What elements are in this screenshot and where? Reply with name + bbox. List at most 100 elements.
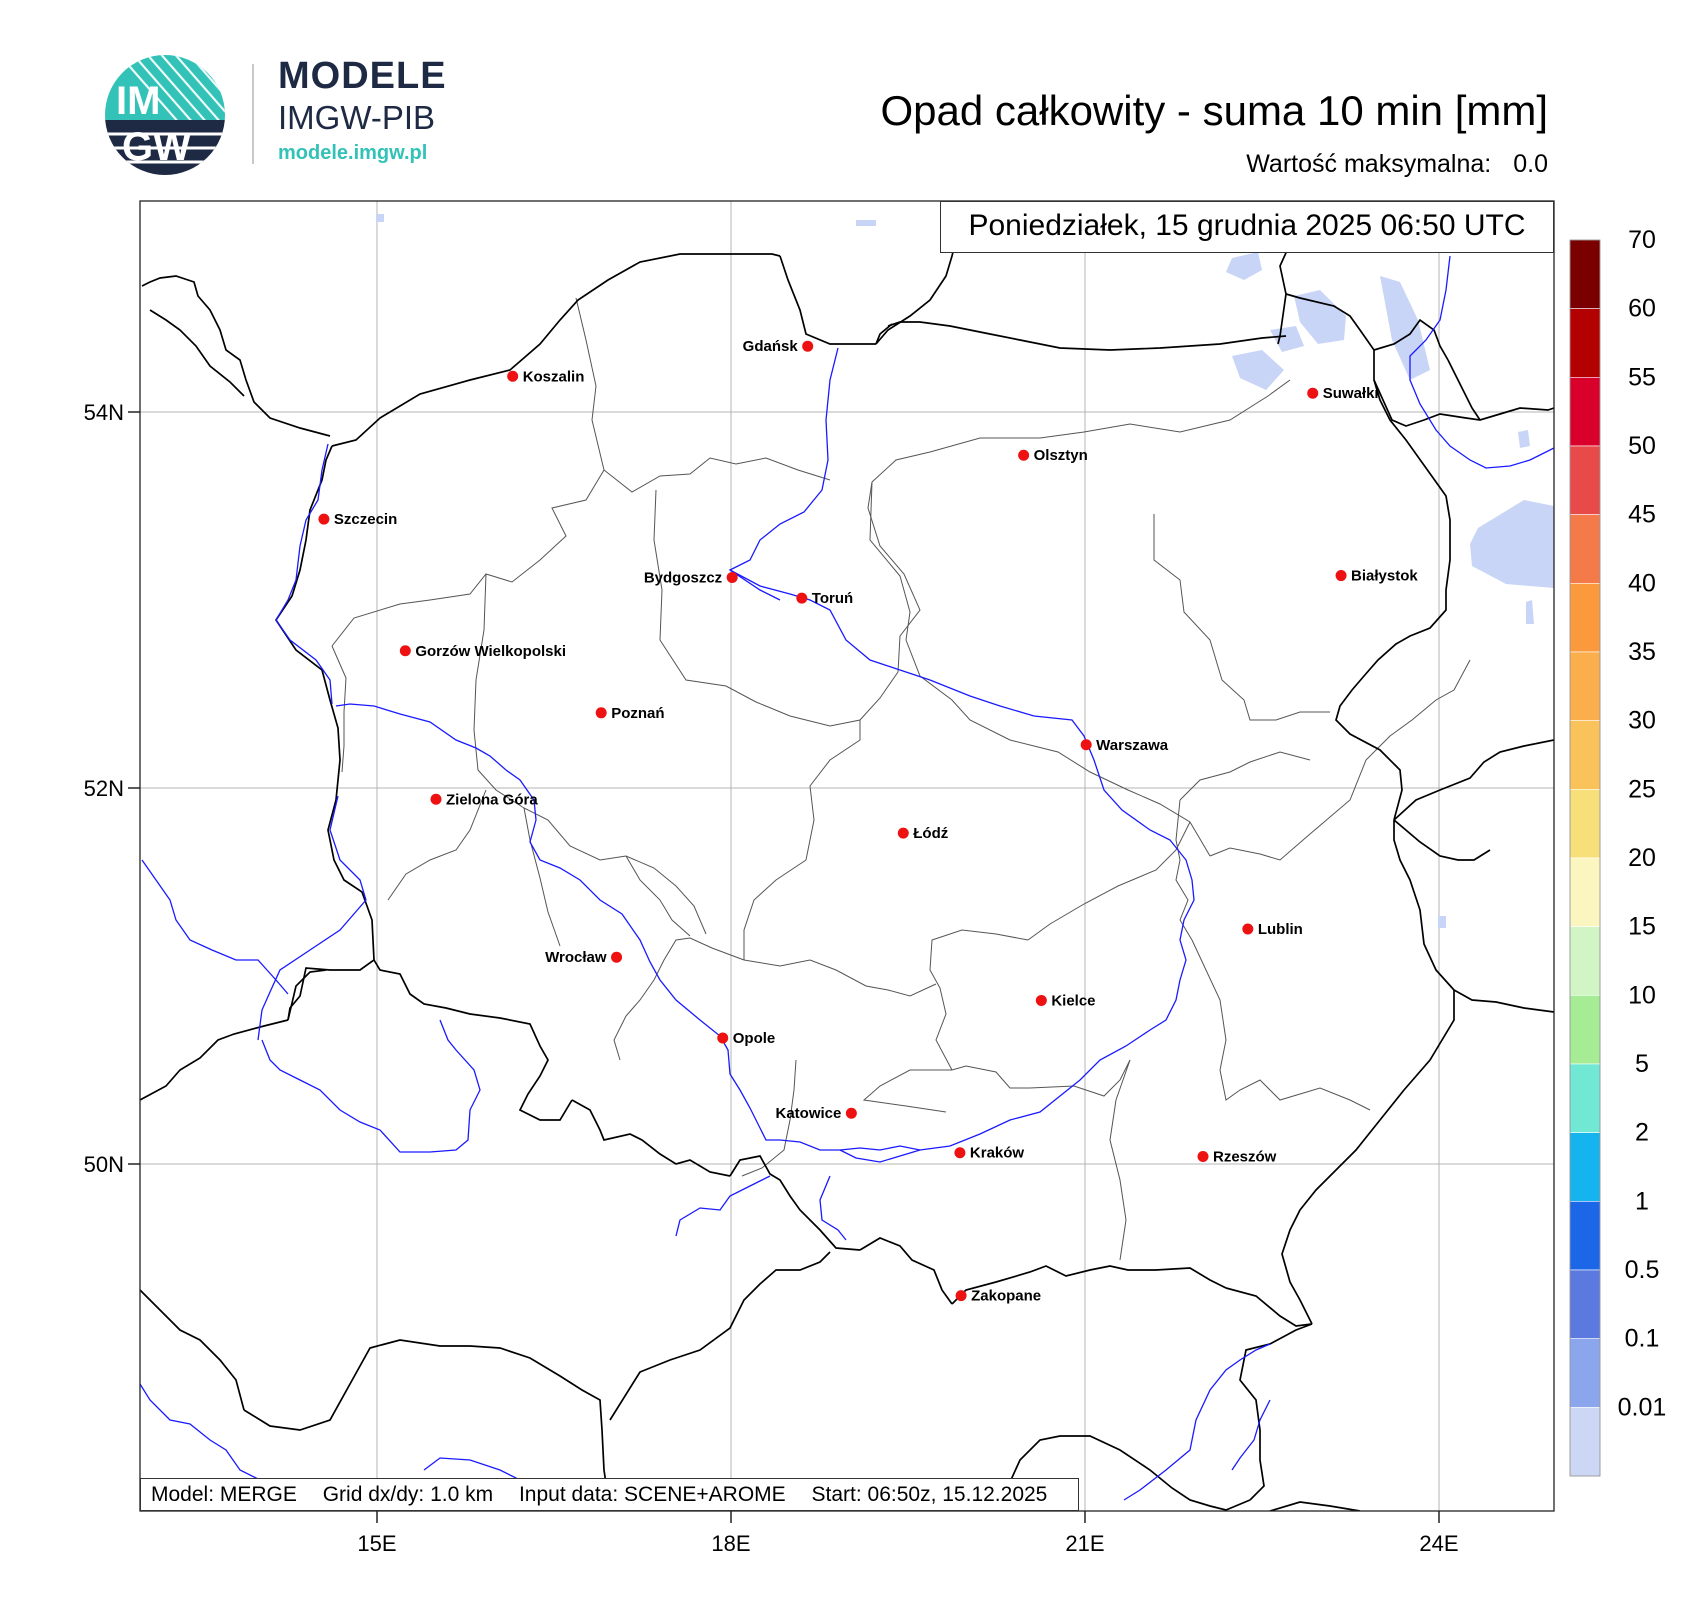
graticule [140, 201, 1554, 1511]
max-value-number: 0.0 [1513, 150, 1548, 178]
coastline [331, 253, 781, 447]
colorbar-swatch [1569, 1338, 1601, 1408]
colorbar-label: 15 [1628, 913, 1656, 941]
country-border [1285, 293, 1451, 821]
coastline [779, 255, 876, 345]
city-dot [430, 793, 442, 805]
colorbar-label: 2 [1635, 1119, 1649, 1147]
city-label: Zakopane [971, 1288, 1041, 1305]
country-border [1225, 1287, 1313, 1327]
city-label: Toruń [812, 590, 853, 607]
city-dot [399, 645, 411, 657]
region-boundary [871, 379, 1291, 483]
country-border [571, 1099, 731, 1177]
country-border [1281, 990, 1455, 1325]
colorbar-label: 30 [1628, 707, 1656, 735]
river [819, 1175, 847, 1241]
country-border [1269, 1501, 1361, 1511]
max-value-label: Wartość maksymalna: [1246, 150, 1492, 178]
axes: 15E 18E 21E 24E 54N 52N 50N [84, 400, 1459, 1556]
country-border [887, 321, 1287, 351]
colorbar-label: 50 [1628, 432, 1656, 460]
city-dot [954, 1147, 966, 1159]
colorbar-swatch [1569, 445, 1601, 515]
country-border [859, 1237, 953, 1305]
colorbar-swatch [1569, 1201, 1601, 1271]
colorbar-label: 0.5 [1625, 1256, 1660, 1284]
city-label: Bydgoszcz [644, 569, 722, 586]
colorbar-label: 20 [1628, 844, 1656, 872]
country-border [1239, 1323, 1313, 1501]
lake-shape [1438, 916, 1446, 928]
city-dot [318, 513, 330, 525]
city-label: Wrocław [545, 949, 607, 966]
city-marker: Koszalin [507, 368, 584, 385]
colorbar-swatch [1569, 720, 1601, 790]
region-boundary [1179, 751, 1311, 801]
colorbar-label: 60 [1628, 295, 1656, 323]
lake-shape [1470, 500, 1554, 588]
river [261, 1019, 481, 1153]
colorbar-swatch [1569, 857, 1601, 927]
logo-url-link[interactable]: modele.imgw.pl [278, 142, 428, 164]
lake-shape [1226, 252, 1262, 280]
city-marker: Katowice [776, 1105, 857, 1122]
city-dot [845, 1107, 857, 1119]
city-dot [1018, 449, 1030, 461]
colorbar-swatch [1569, 377, 1601, 447]
logo-subtitle: IMGW-PIB [278, 99, 436, 136]
city-marker: Zielona Góra [430, 791, 538, 808]
country-border [140, 1289, 245, 1411]
river [729, 569, 1195, 1151]
country-borders [140, 239, 1554, 1511]
city-dot [507, 370, 519, 382]
colorbar-swatch [1569, 1407, 1601, 1477]
city-label: Kraków [970, 1145, 1025, 1162]
tick-label-lon: 15E [357, 1531, 396, 1556]
region-boundary [1027, 821, 1191, 941]
logo-divider [252, 64, 254, 164]
river [839, 1149, 921, 1163]
city-dot [1242, 923, 1254, 935]
colorbar-label: 0.01 [1618, 1393, 1667, 1421]
logo-text-top: IM [116, 79, 160, 123]
coastline [141, 275, 331, 437]
river [140, 1383, 261, 1481]
model-name: Model: MERGE [151, 1483, 297, 1506]
city-dot [1035, 994, 1047, 1006]
grid-resolution: Grid dx/dy: 1.0 km [322, 1483, 494, 1506]
region-boundary [613, 937, 745, 1061]
tick-label-lon: 18E [711, 1531, 750, 1556]
city-marker: Bydgoszcz [644, 569, 738, 586]
country-border [1447, 359, 1481, 421]
colorbar-swatch [1569, 308, 1601, 378]
city-label: Zielona Góra [446, 791, 538, 808]
river [675, 1175, 771, 1237]
tick-label-lon: 24E [1419, 1531, 1458, 1556]
city-marker: Kielce [1035, 992, 1096, 1009]
region-boundary [1209, 659, 1471, 861]
max-value: Wartość maksymalna: 0.0 [1246, 150, 1548, 178]
region-boundary [473, 573, 707, 935]
colorbar-swatch [1569, 651, 1601, 721]
city-dot [595, 707, 607, 719]
colorbar-swatch [1569, 1132, 1601, 1202]
city-label: Olsztyn [1034, 447, 1088, 464]
rivers [140, 255, 1554, 1501]
colorbar-label: 70 [1628, 226, 1656, 254]
colorbar-label: 10 [1628, 981, 1656, 1009]
colorbar-swatch [1569, 995, 1601, 1065]
region-boundaries [331, 297, 1471, 1261]
city-dot [1335, 570, 1347, 582]
city-dot [1197, 1150, 1209, 1162]
tick-label-lat: 54N [84, 400, 124, 425]
region-boundary [653, 481, 921, 727]
region-boundary [905, 639, 1211, 857]
colorbar-label: 1 [1635, 1187, 1649, 1215]
country-border [1393, 819, 1491, 861]
region-boundary [929, 929, 1029, 1071]
city-dot [796, 592, 808, 604]
city-dot [717, 1032, 729, 1044]
coastline [149, 309, 245, 397]
input-data: Input data: SCENE+AROME [518, 1483, 786, 1506]
